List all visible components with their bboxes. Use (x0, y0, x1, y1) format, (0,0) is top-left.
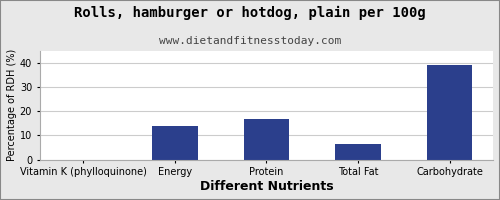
Bar (335, 144, 381, 160)
Text: www.dietandfitnesstoday.com: www.dietandfitnesstoday.com (159, 36, 341, 46)
Bar (244, 119, 290, 160)
Text: Rolls, hamburger or hotdog, plain per 100g: Rolls, hamburger or hotdog, plain per 10… (74, 6, 426, 20)
X-axis label: Different Nutrients: Different Nutrients (200, 180, 333, 193)
Bar (152, 126, 198, 160)
Bar (426, 65, 472, 160)
Y-axis label: Percentage of RDH (%): Percentage of RDH (%) (7, 49, 17, 161)
